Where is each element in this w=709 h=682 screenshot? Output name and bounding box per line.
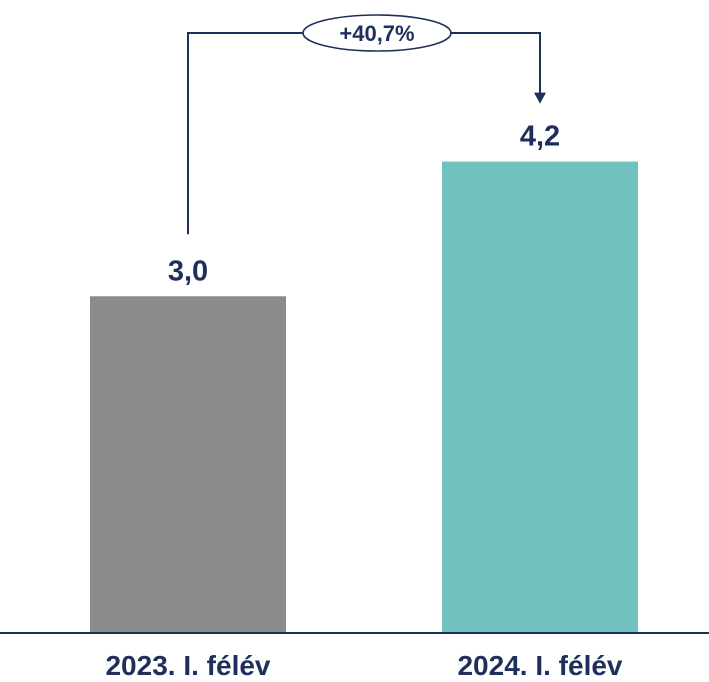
bar-2 xyxy=(442,161,638,634)
growth-badge xyxy=(302,14,452,52)
growth-percentage-label: +40,7% xyxy=(339,21,414,46)
labels-layer: 3,0 2023. I. félév 4,2 2024. I. félév xyxy=(105,121,622,681)
category-label-2: 2024. I. félév xyxy=(457,650,622,681)
category-label-1: 2023. I. félév xyxy=(105,650,270,681)
growth-annotation: +40,7% xyxy=(187,14,546,235)
bar-1 xyxy=(90,296,286,633)
bars-layer xyxy=(90,161,638,634)
bar-value-label-1: 3,0 xyxy=(168,255,208,287)
arrow-down-icon xyxy=(534,92,546,104)
bar-value-label-2: 4,2 xyxy=(520,121,560,153)
